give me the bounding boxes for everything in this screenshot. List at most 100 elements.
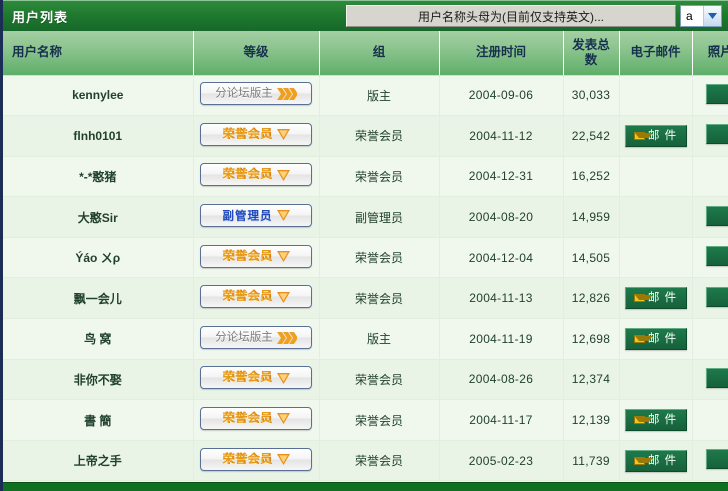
cell-email: 邮 件 [619,399,693,441]
joined-date: 2004-11-19 [469,331,533,346]
photo-button[interactable] [705,286,728,307]
cell-rank: 分论坛版主 [193,75,320,117]
cell-rank: 副管理员 [193,196,320,238]
cell-username[interactable]: *-*憨猪 [3,156,194,198]
column-header-group[interactable]: 组 [319,31,440,76]
person-icon [716,291,725,302]
cell-posts: 12,826 [563,277,620,320]
username-link[interactable]: *-*憨猪 [79,169,117,184]
cell-photo [692,115,728,157]
envelope-icon [633,456,653,465]
group-label: 版主 [366,332,391,347]
email-button[interactable]: 邮 件 [624,124,687,147]
cell-email: 邮 件 [619,318,693,360]
rank-badge-label: 荣誉会员 [222,371,273,384]
username-link[interactable]: 大憨Sir [77,210,118,225]
rank-badge: 荣誉会员 [200,407,312,431]
username-link[interactable]: 飘一会儿 [73,291,122,306]
envelope-icon [633,416,653,425]
column-header-joined[interactable]: 注册时间 [439,31,564,76]
username-link[interactable]: 非你不娶 [73,372,122,387]
cell-photo [692,237,728,279]
rank-badge-label: 荣誉会员 [222,290,273,303]
cell-username[interactable]: flnh0101 [3,115,194,157]
joined-date: 2004-11-13 [469,291,533,306]
cell-group: 荣誉会员 [319,440,440,482]
photo-button[interactable] [705,124,728,145]
photo-button[interactable] [705,367,728,388]
table-row: Ýáo ㄨρ 荣誉会员 荣誉会员 2004-12-04 14,505 [3,237,728,279]
joined-date: 2004-08-20 [468,210,534,225]
photo-button[interactable] [705,205,728,226]
cell-group: 荣誉会员 [319,156,440,198]
username-link[interactable]: flnh0101 [73,128,123,143]
post-count: 12,374 [571,372,611,387]
cell-photo [692,75,728,117]
cell-username[interactable]: 大憨Sir [3,196,194,238]
cell-photo [692,277,728,320]
column-header-photo[interactable]: 照片 [692,31,728,76]
cell-rank: 荣誉会员 [193,277,320,320]
username-link[interactable]: Ýáo ㄨρ [75,251,121,266]
cell-photo [692,440,728,482]
post-count: 16,252 [571,169,611,184]
group-label: 荣誉会员 [354,413,403,428]
table-row: flnh0101 荣誉会员 荣誉会员 2004-11-12 22,542 邮 件 [3,115,728,157]
person-icon [716,210,725,221]
email-button-label: 邮 件 [647,332,678,345]
cell-email [619,156,693,198]
cell-group: 荣誉会员 [319,237,440,279]
table-row: 上帝之手 荣誉会员 荣誉会员 2005-02-23 11,739 邮 件 [3,440,728,482]
person-icon [716,454,725,465]
cell-username[interactable]: 鸟 窝 [3,318,194,360]
username-link[interactable]: kennylee [72,88,124,103]
photo-button[interactable] [705,246,728,267]
rank-badge-label: 荣誉会员 [222,452,273,465]
cell-username[interactable]: 上帝之手 [3,440,194,482]
cell-username[interactable]: 書 簡 [3,399,194,441]
username-link[interactable]: 上帝之手 [73,454,122,469]
email-button[interactable]: 邮 件 [624,409,687,432]
cell-username[interactable]: 飘一会儿 [3,277,194,320]
column-header-username[interactable]: 用户名称 [3,31,194,76]
email-button[interactable]: 邮 件 [624,327,687,350]
cell-rank: 荣誉会员 [193,156,320,198]
envelope-icon [633,294,653,303]
email-button[interactable]: 邮 件 [624,449,687,472]
person-icon [716,88,725,99]
letter-select[interactable]: a [680,5,722,27]
joined-date: 2004-12-31 [468,169,534,184]
username-link[interactable]: 書 簡 [84,413,112,428]
cell-email [619,75,693,117]
group-label: 荣誉会员 [354,372,403,387]
cell-posts: 14,959 [563,196,620,238]
cell-group: 版主 [319,318,440,360]
column-header-posts[interactable]: 发表总数 [563,31,620,76]
group-label: 荣誉会员 [354,251,403,266]
cell-joined: 2004-11-19 [439,318,564,360]
letter-select-value: a [686,9,693,23]
email-button[interactable]: 邮 件 [624,287,687,310]
table-body: kennylee 分论坛版主 版主 2004-09-06 30,033 flnh0101 荣… [3,75,728,482]
chevron-down-icon[interactable] [703,6,721,26]
username-link[interactable]: 鸟 窝 [84,332,112,347]
cell-username[interactable]: 非你不娶 [3,359,194,401]
cell-email: 邮 件 [619,115,693,157]
cell-rank: 荣誉会员 [193,359,320,401]
photo-button[interactable] [705,83,728,104]
cell-username[interactable]: kennylee [3,75,194,117]
cell-joined: 2004-12-04 [439,237,564,279]
cell-photo [692,196,728,238]
email-button-label: 邮 件 [647,414,678,427]
cell-email [619,359,693,401]
post-count: 11,739 [572,453,610,468]
rank-badge: 荣誉会员 [200,285,312,309]
rank-badge-label: 荣誉会员 [222,128,273,141]
rank-badge-label: 荣誉会员 [222,250,273,262]
cell-email [619,237,693,279]
column-header-rank[interactable]: 等级 [193,31,320,76]
cell-username[interactable]: Ýáo ㄨρ [3,237,194,279]
user-table: 用户名称 等级 组 注册时间 发表总数 电子邮件 照片 kennylee 分论坛版… [3,31,728,482]
photo-button[interactable] [705,449,728,470]
column-header-email[interactable]: 电子邮件 [619,31,693,76]
